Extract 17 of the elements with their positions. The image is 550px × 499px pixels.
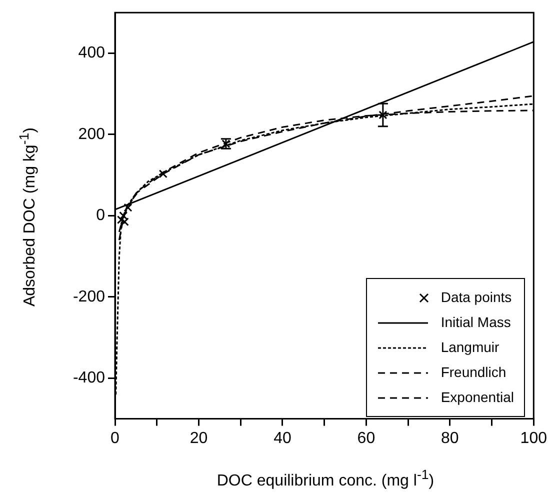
- x-tick-label: 0: [110, 430, 120, 447]
- x-tick-label: 40: [274, 430, 292, 447]
- y-tick-label: -400: [72, 370, 106, 387]
- x-tick-label: 60: [357, 430, 376, 447]
- legend-label: Data points: [440, 288, 512, 307]
- y-tick-label: 400: [78, 44, 106, 62]
- x-tick-label: 20: [190, 430, 208, 447]
- legend-label: Langmuir: [440, 338, 500, 357]
- x-tick-label: 100: [520, 430, 548, 447]
- legend-label: Freundlich: [440, 363, 506, 382]
- x-axis-title: DOC equilibrium conc. (mg l$^{-1}$): [216, 467, 436, 490]
- legend-label: Initial Mass: [440, 313, 511, 332]
- y-tick-label: -200: [72, 288, 106, 306]
- y-tick-label: 200: [78, 126, 106, 143]
- y-tick-label: 0: [96, 207, 106, 224]
- x-tick-label: 80: [441, 430, 459, 447]
- legend-label: Exponential: [440, 388, 514, 407]
